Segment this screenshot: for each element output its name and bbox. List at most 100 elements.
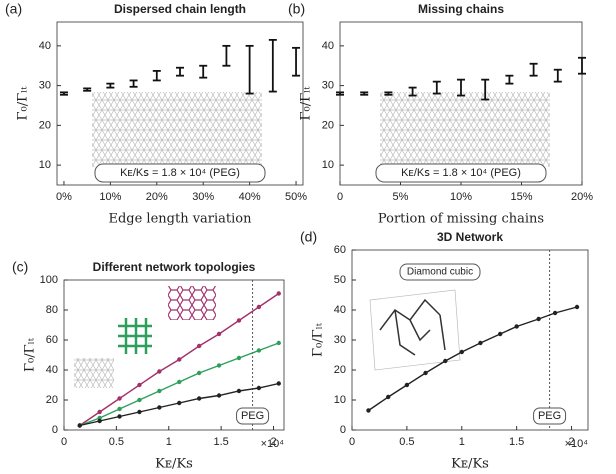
y-tick-label: 30 [322,80,334,92]
point [423,370,428,376]
error-bar [505,74,514,85]
point [117,406,122,412]
point [157,369,162,374]
y-axis-label: Γ₀/Γₗₜ [311,322,326,357]
point [196,370,202,376]
point [177,379,182,385]
inset-box [399,263,481,281]
chart-title: Missing chains [418,2,504,16]
point [137,397,142,403]
error-bar [199,64,208,79]
error-bar [408,86,417,97]
point [196,396,202,401]
x-multiplier: ×10⁴ [565,438,589,450]
point [404,382,410,388]
y-tick-label: 40 [322,40,334,52]
x-multiplier: ×10⁴ [261,438,285,450]
y-tick-label: 0 [340,424,346,436]
error-bar [59,91,68,96]
point [497,331,503,337]
error-bar [432,80,441,95]
y-tick-label: 20 [46,394,58,406]
error-bar [152,70,161,82]
reference-label: PEG [241,410,264,422]
chart-title: 3D Network [437,230,503,244]
point [177,400,182,406]
panel-label: (d) [300,229,317,245]
y-tick-label: 30 [39,80,51,92]
x-tick-label: 10% [450,191,472,203]
error-bar [457,78,465,97]
point [77,423,82,428]
x-tick-label: 15% [510,191,532,203]
y-tick-label: 60 [334,244,346,256]
point [216,331,222,337]
x-tick-label: 2 [270,436,276,448]
x-tick-label: 0 [61,436,67,448]
point [276,381,281,386]
annotation-box [94,163,266,183]
point [536,316,541,322]
point [459,349,464,355]
triangular-icon [74,358,114,388]
point [117,396,122,401]
point [97,418,102,424]
error-bar [222,44,231,67]
inset-label: Diamond cubic [407,267,473,278]
x-tick-label: 20% [146,191,168,203]
x-tick-label: 1 [166,436,172,448]
y-tick-label: 60 [46,334,58,346]
square-icon [118,318,152,354]
x-tick-label: 10% [99,191,121,203]
x-tick-label: 0 [337,191,343,203]
network-image [380,92,550,167]
x-tick-label: 0 [349,436,355,448]
y-axis-label: Γ₀/Γₗₜ [23,337,38,372]
y-tick-label: 50 [334,274,346,286]
panel-label: (a) [5,1,22,17]
y-tick-label: 40 [39,40,51,52]
y-tick-label: 40 [334,304,346,316]
reference-box [533,407,567,425]
x-tick-label: 1.5 [213,436,228,448]
annotation: Kᴇ/Kꜱ = 1.8 × 10⁴ (PEG) [120,167,240,179]
point [177,357,182,362]
point [366,408,371,413]
diamond-icon [369,289,461,371]
y-tick-label: 10 [39,159,51,171]
annotation-box [375,163,547,183]
error-bar [384,91,393,96]
error-bar [83,87,92,92]
error-bar [360,91,369,96]
point [137,382,142,388]
point [276,291,281,296]
error-bar [268,38,277,93]
x-axis-label: Edge length variation [108,212,252,227]
x-axis-label: Kᴇ/Kꜱ [155,457,193,472]
point [117,414,122,419]
point [386,394,391,400]
y-tick-label: 20 [334,364,346,376]
error-bar [529,62,538,77]
plot-area [63,279,285,431]
network-image [92,92,262,167]
error-bar [553,68,562,83]
x-tick-label: 50% [285,191,307,203]
y-axis-label: Γ₀/Γₗₜ [299,86,314,121]
error-bar [292,46,301,77]
error-bar [578,56,586,75]
point [157,405,162,410]
chart-title: Dispersed chain length [114,2,246,16]
honeycomb-icon [168,286,216,320]
x-tick-label: 2 [568,436,574,448]
point [552,310,558,316]
point [514,324,519,329]
x-tick-label: 20% [571,191,593,203]
y-tick-label: 20 [39,119,51,131]
error-bar [106,82,115,89]
x-tick-label: 40% [239,191,261,203]
x-tick-label: 0% [56,191,72,203]
x-tick-label: 1 [459,436,465,448]
point [256,304,262,310]
point [216,363,222,368]
